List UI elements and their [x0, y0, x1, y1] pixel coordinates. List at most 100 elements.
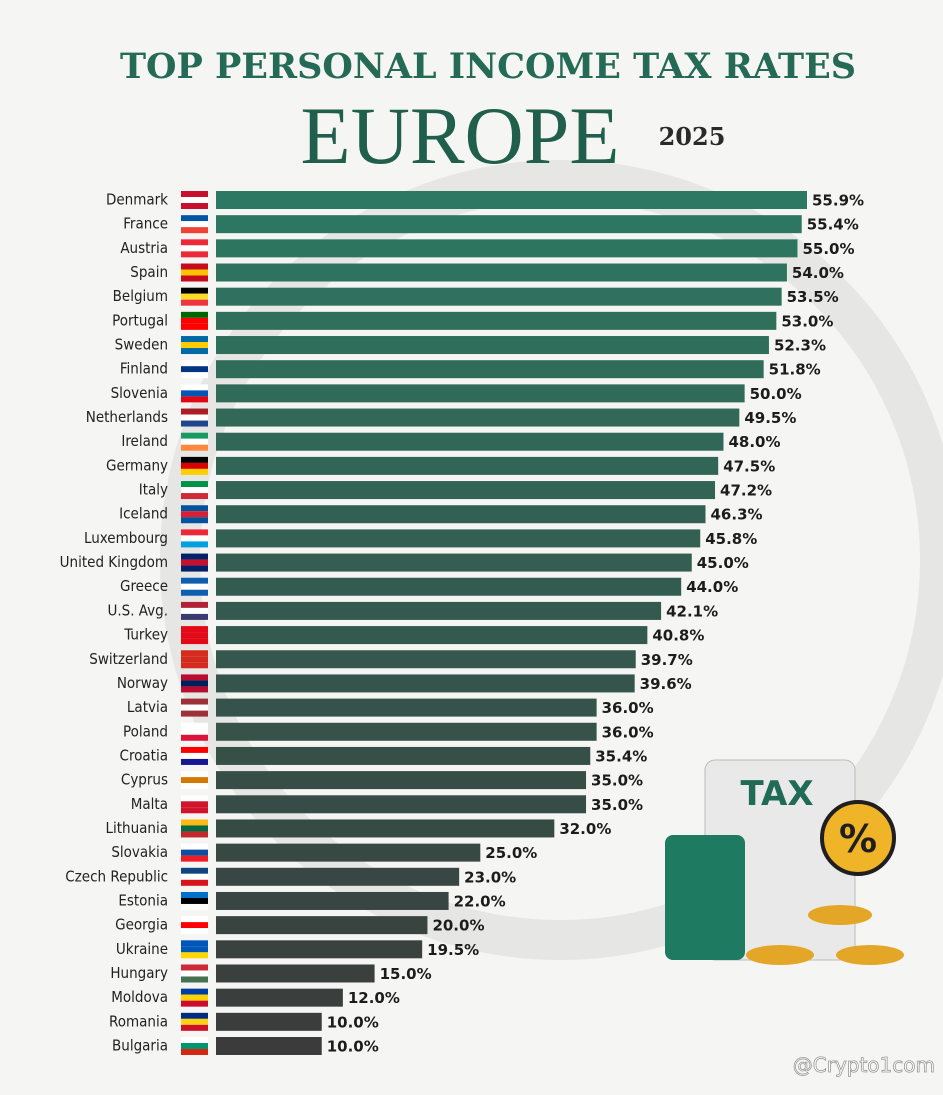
- flag: [181, 771, 208, 790]
- flag-stripe: [181, 819, 208, 826]
- flag-stripe: [181, 843, 208, 850]
- y-tick-label: Sweden: [115, 336, 168, 354]
- bar: [216, 505, 706, 524]
- value-label: 36.0%: [602, 723, 654, 741]
- flag-stripe: [181, 299, 208, 306]
- flag-stripe: [181, 553, 208, 560]
- flag-stripe: [181, 632, 208, 639]
- flag-stripe: [181, 505, 208, 512]
- flag-stripe: [181, 601, 208, 608]
- flag-stripe: [181, 650, 208, 657]
- y-tick-label: Turkey: [123, 626, 168, 644]
- flag: [181, 239, 208, 258]
- value-label: 47.2%: [720, 482, 772, 500]
- flag-stripe: [181, 589, 208, 596]
- value-label: 47.5%: [723, 457, 775, 475]
- bar: [216, 916, 428, 935]
- flag-stripe: [181, 541, 208, 548]
- flag-stripe: [181, 976, 208, 983]
- flag-stripe: [181, 795, 208, 802]
- y-tick-label: Italy: [139, 481, 168, 499]
- bar: [216, 819, 555, 838]
- flag: [181, 964, 208, 983]
- flag: [181, 360, 208, 379]
- flag-stripe: [181, 698, 208, 705]
- flag-stripe: [181, 897, 208, 904]
- value-label: 35.0%: [591, 796, 643, 814]
- illustration-symbol: %: [839, 817, 877, 861]
- y-tick-label: Greece: [120, 577, 168, 595]
- bar: [216, 408, 740, 427]
- value-label: 55.9%: [812, 192, 864, 210]
- flag-stripe: [181, 1049, 208, 1055]
- flag: [181, 626, 208, 645]
- chart-subtitle: EUROPE: [301, 90, 620, 181]
- y-tick-label: Hungary: [110, 964, 168, 982]
- flag-stripe: [181, 535, 208, 542]
- flag-stripe: [181, 493, 208, 500]
- flag-stripe: [181, 203, 208, 209]
- flag-stripe: [181, 372, 208, 379]
- bar: [216, 384, 745, 403]
- flag-stripe: [181, 771, 208, 778]
- flag-stripe: [181, 746, 208, 753]
- y-tick-label: Bulgaria: [112, 1037, 168, 1055]
- value-label: 12.0%: [348, 989, 400, 1007]
- value-label: 46.3%: [711, 506, 763, 524]
- bar: [216, 360, 764, 379]
- bar: [216, 191, 807, 209]
- flag-stripe: [181, 903, 208, 910]
- flag-stripe: [181, 783, 208, 790]
- flag-stripe: [181, 728, 208, 735]
- bar: [216, 529, 701, 548]
- bar: [216, 843, 481, 862]
- flag-stripe: [181, 215, 208, 222]
- flag-stripe: [181, 855, 208, 862]
- flag-stripe: [181, 1012, 208, 1019]
- y-tick-label: Austria: [120, 239, 168, 257]
- value-label: 49.5%: [744, 409, 796, 427]
- value-label: 54.0%: [792, 264, 844, 282]
- flag-stripe: [181, 456, 208, 463]
- value-label: 20.0%: [432, 917, 484, 935]
- bar: [216, 481, 716, 500]
- flag: [181, 529, 208, 548]
- y-tick-label: Germany: [106, 456, 168, 474]
- bar: [216, 698, 597, 717]
- flag-stripe: [181, 197, 208, 203]
- illustration: TAX %: [665, 759, 904, 965]
- flag: [181, 1037, 208, 1055]
- flag-stripe: [181, 734, 208, 741]
- flag-stripe: [181, 438, 208, 445]
- y-tick-label: Latvia: [127, 698, 168, 716]
- y-tick-label: Cyprus: [121, 771, 168, 789]
- value-label: 39.6%: [640, 675, 692, 693]
- flag-stripe: [181, 849, 208, 856]
- flag: [181, 746, 208, 765]
- bar: [216, 867, 460, 886]
- flag-stripe: [181, 420, 208, 427]
- flag: [181, 432, 208, 451]
- y-tick-label: Romania: [109, 1012, 168, 1030]
- flag: [181, 674, 208, 693]
- flag-stripe: [181, 758, 208, 765]
- flag-stripe: [181, 952, 208, 959]
- y-tick-label: Poland: [123, 722, 168, 740]
- flag: [181, 940, 208, 959]
- value-label: 48.0%: [728, 433, 780, 451]
- bar: [216, 311, 777, 330]
- y-tick-label: Estonia: [118, 891, 168, 909]
- y-tick-label: Slovenia: [111, 384, 168, 402]
- bar: [216, 287, 782, 306]
- flag-stripe: [181, 311, 208, 318]
- flag: [181, 698, 208, 717]
- y-tick-label: Netherlands: [86, 408, 168, 426]
- value-label: 44.0%: [686, 578, 738, 596]
- bar: [216, 940, 423, 959]
- value-label: 55.0%: [802, 240, 854, 258]
- flag-stripe: [181, 565, 208, 572]
- card: [665, 835, 745, 960]
- bar: [216, 432, 724, 451]
- value-label: 15.0%: [380, 965, 432, 983]
- value-label: 40.8%: [652, 627, 704, 645]
